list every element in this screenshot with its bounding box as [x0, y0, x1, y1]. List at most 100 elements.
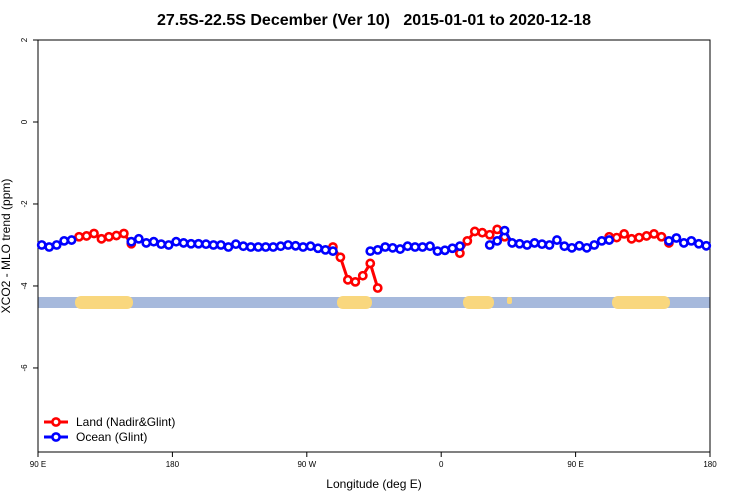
point: [380, 242, 391, 252]
point: [410, 242, 420, 252]
plot-frame: [37, 39, 711, 453]
point: [230, 239, 241, 250]
point: [36, 240, 47, 250]
point: [544, 240, 555, 250]
legend-label: Ocean (Glint): [76, 430, 147, 444]
point: [484, 240, 495, 250]
x-tick-label: 180: [703, 460, 717, 469]
point: [656, 231, 667, 242]
point: [89, 228, 99, 239]
point: [693, 238, 704, 249]
point: [171, 236, 182, 247]
point: [462, 235, 473, 246]
point: [641, 231, 652, 241]
point: [671, 233, 682, 243]
point: [193, 238, 204, 249]
point: [186, 238, 196, 249]
y-tick-label: 2: [20, 37, 29, 42]
point: [440, 245, 450, 256]
land-mask-band: [38, 296, 710, 309]
y-tick-label: -4: [20, 282, 29, 290]
point: [484, 229, 495, 240]
point: [499, 225, 510, 236]
point: [305, 241, 316, 252]
point: [604, 235, 615, 245]
point: [238, 241, 249, 252]
chart-title: 27.5S-22.5S December (Ver 10) 2015-01-01…: [157, 12, 591, 29]
point: [492, 224, 503, 235]
point: [126, 236, 137, 247]
point: [66, 235, 77, 245]
point: [522, 240, 532, 250]
point: [447, 243, 458, 254]
point: [163, 240, 174, 250]
point: [477, 227, 488, 238]
point: [678, 238, 689, 248]
point: [552, 235, 562, 245]
point: [469, 226, 480, 237]
point: [372, 244, 383, 255]
point: [686, 235, 697, 246]
point: [559, 241, 570, 252]
point: [566, 242, 577, 253]
point: [596, 235, 607, 246]
point: [104, 231, 114, 242]
point: [365, 258, 376, 269]
point: [253, 242, 264, 252]
point: [387, 242, 398, 253]
point: [141, 238, 152, 248]
point: [320, 244, 331, 255]
point: [581, 242, 592, 253]
point: [118, 228, 129, 239]
point: [298, 242, 308, 252]
x-axis-label: Longitude (deg E): [326, 477, 421, 491]
point: [634, 232, 644, 243]
point: [626, 233, 637, 244]
point: [529, 238, 540, 248]
point: [649, 229, 659, 239]
point: [156, 239, 167, 250]
y-axis-label: XCO2 - MLO trend (ppm): [0, 179, 13, 314]
point: [454, 241, 465, 252]
point: [268, 242, 279, 252]
point: [216, 240, 226, 250]
y-tick-label: -6: [20, 364, 29, 372]
point: [350, 276, 361, 287]
point: [425, 241, 435, 252]
point: [395, 244, 406, 254]
point: [275, 241, 286, 252]
point: [372, 283, 383, 293]
point: [342, 274, 353, 285]
point: [574, 240, 585, 251]
point: [111, 230, 122, 241]
point: [664, 235, 674, 246]
point: [223, 242, 234, 252]
point: [507, 238, 518, 248]
series-line: [78, 227, 670, 289]
point: [328, 246, 338, 257]
point: [537, 239, 547, 250]
point: [514, 238, 525, 249]
legend-label: Land (Nadir&Glint): [76, 415, 175, 429]
point: [313, 243, 323, 254]
point: [335, 252, 346, 263]
x-tick-label: 90 E: [567, 460, 583, 469]
point: [611, 232, 622, 243]
point: [357, 270, 368, 281]
point: [290, 240, 301, 251]
point: [178, 238, 189, 248]
legend-marker: [51, 417, 61, 427]
point: [51, 240, 62, 250]
point: [432, 246, 443, 257]
point: [260, 242, 271, 252]
x-tick-label: 180: [166, 460, 180, 469]
point: [402, 241, 413, 252]
point: [283, 240, 294, 250]
point: [96, 233, 107, 244]
point: [44, 242, 55, 252]
point: [365, 246, 376, 257]
x-tick-label: 90 W: [297, 460, 316, 469]
y-tick-label: -2: [20, 200, 29, 208]
point: [245, 242, 256, 252]
